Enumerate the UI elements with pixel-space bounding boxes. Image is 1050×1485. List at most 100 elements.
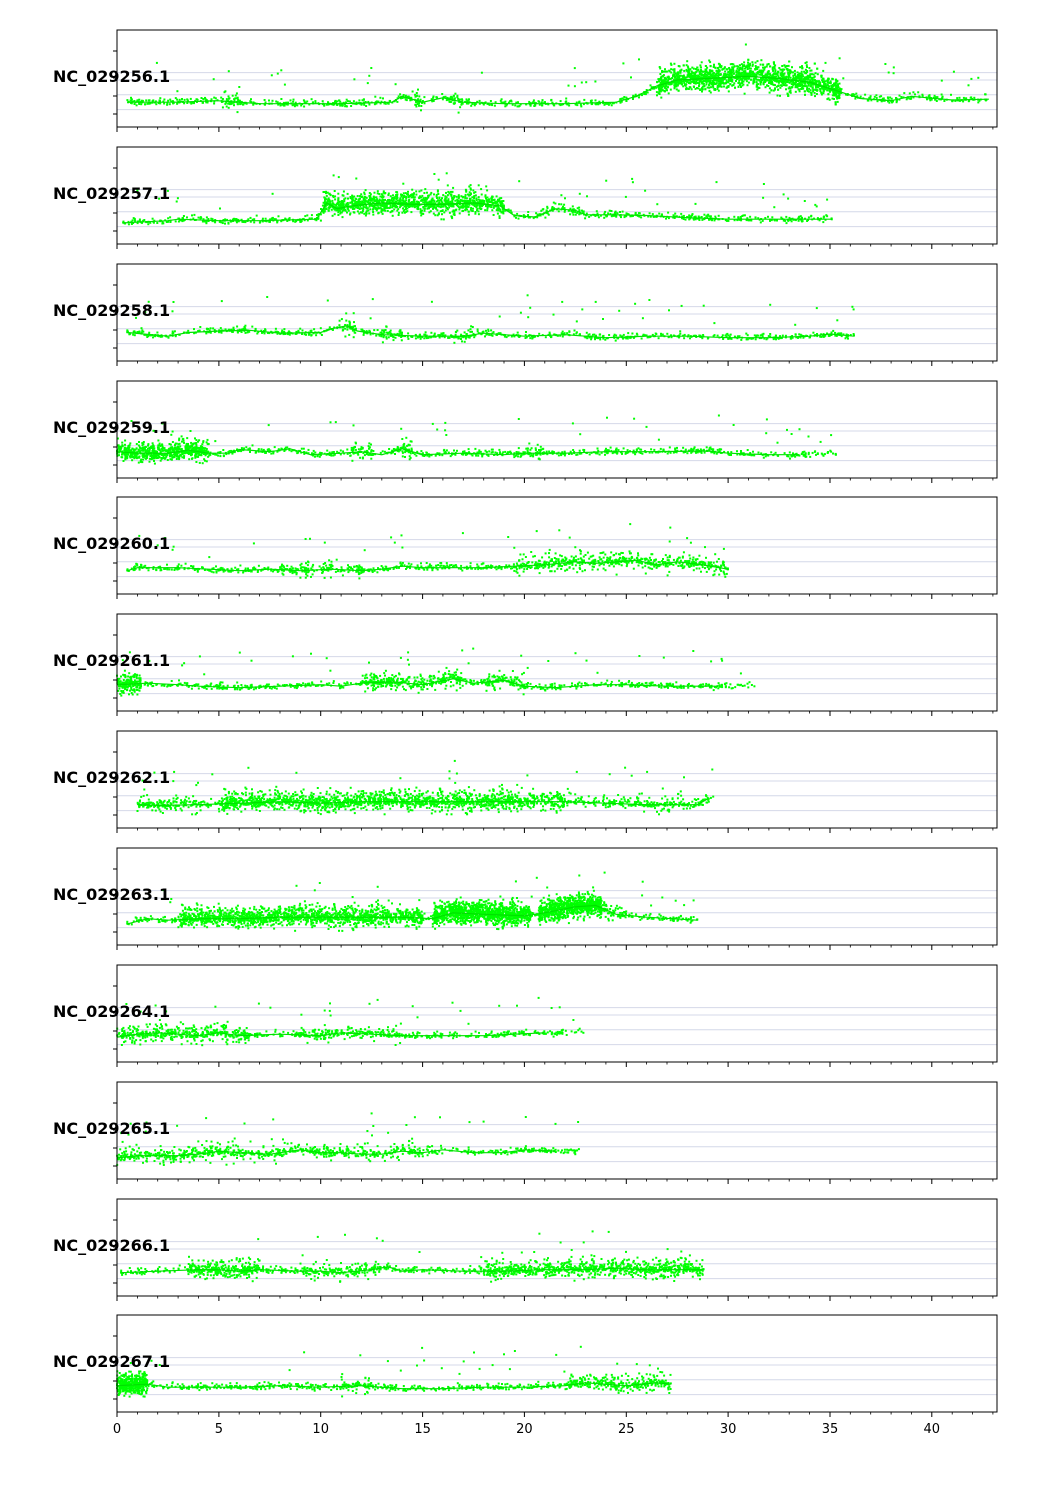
data-point [672, 74, 674, 77]
data-point [718, 82, 721, 85]
data-point [786, 68, 789, 70]
data-point [706, 78, 709, 81]
data-point [740, 219, 743, 222]
data-point [594, 99, 597, 102]
data-point [341, 104, 344, 107]
data-point [831, 97, 834, 100]
data-point [809, 75, 811, 78]
data-point [742, 80, 745, 83]
data-point [449, 200, 452, 203]
data-point [958, 96, 961, 99]
data-point [873, 95, 876, 98]
data-point [356, 201, 359, 204]
data-point [713, 219, 716, 222]
data-point [339, 104, 342, 107]
data-point [331, 214, 334, 217]
data-point [738, 79, 741, 82]
data-point [178, 217, 181, 220]
data-point [482, 203, 485, 206]
data-point [625, 212, 628, 215]
data-point [469, 208, 472, 211]
data-point [822, 69, 825, 72]
data-point [255, 214, 258, 217]
data-point [625, 99, 628, 102]
data-point [351, 203, 354, 206]
data-point [833, 84, 836, 87]
data-point [686, 87, 689, 90]
data-point [692, 67, 695, 70]
data-point [745, 219, 748, 222]
data-point [441, 213, 443, 216]
data-point [368, 205, 371, 208]
data-point [221, 98, 224, 100]
data-point [665, 70, 668, 73]
data-point [736, 77, 739, 80]
data-point [306, 100, 309, 103]
data-point [783, 79, 786, 82]
data-point [757, 217, 760, 220]
data-point [456, 96, 459, 99]
data-point [409, 205, 412, 208]
data-point [491, 196, 493, 199]
data-point [437, 193, 440, 195]
data-point [356, 195, 359, 197]
data-point [376, 192, 379, 195]
data-point [714, 73, 717, 76]
data-point [786, 69, 789, 72]
data-point [478, 200, 481, 203]
data-point [738, 67, 741, 70]
data-point [381, 205, 384, 207]
data-point [762, 196, 765, 199]
data-point [235, 221, 238, 224]
data-point [720, 85, 723, 88]
data-point [686, 80, 689, 83]
data-point [812, 90, 815, 93]
data-point [776, 80, 779, 83]
data-point [510, 99, 513, 102]
data-point [612, 214, 615, 217]
data-point [430, 300, 433, 303]
data-point [781, 76, 784, 79]
data-point [444, 209, 447, 212]
data-point [819, 90, 822, 93]
data-point [294, 101, 297, 104]
data-point [655, 91, 658, 94]
data-point [764, 86, 767, 89]
data-point [787, 87, 790, 90]
data-point [689, 79, 692, 82]
data-point [816, 89, 819, 92]
data-point [308, 217, 311, 220]
data-point [712, 86, 715, 89]
data-point [413, 201, 416, 204]
data-point [684, 79, 687, 82]
data-point [413, 192, 415, 195]
data-point [807, 216, 810, 219]
data-point [327, 199, 330, 202]
data-point [789, 72, 792, 75]
data-point [190, 101, 193, 104]
data-point [221, 106, 224, 109]
data-point [954, 99, 957, 102]
data-point [445, 191, 447, 194]
data-point [675, 85, 678, 88]
data-point [812, 81, 815, 84]
data-point [668, 309, 670, 312]
data-point [813, 79, 816, 81]
data-point [522, 216, 525, 219]
data-point [183, 102, 186, 105]
data-point [467, 210, 470, 213]
data-point [715, 69, 718, 72]
data-point [292, 220, 295, 223]
data-point [658, 90, 661, 93]
data-point [789, 76, 792, 79]
data-point [747, 64, 750, 66]
data-point [727, 216, 730, 219]
data-point [686, 79, 689, 82]
data-point [620, 100, 623, 103]
panel-label: NC_029256.1 [53, 67, 170, 86]
data-point [323, 196, 326, 199]
data-point [727, 71, 730, 74]
data-point [397, 214, 400, 216]
data-point [696, 82, 699, 84]
data-point [471, 210, 474, 212]
